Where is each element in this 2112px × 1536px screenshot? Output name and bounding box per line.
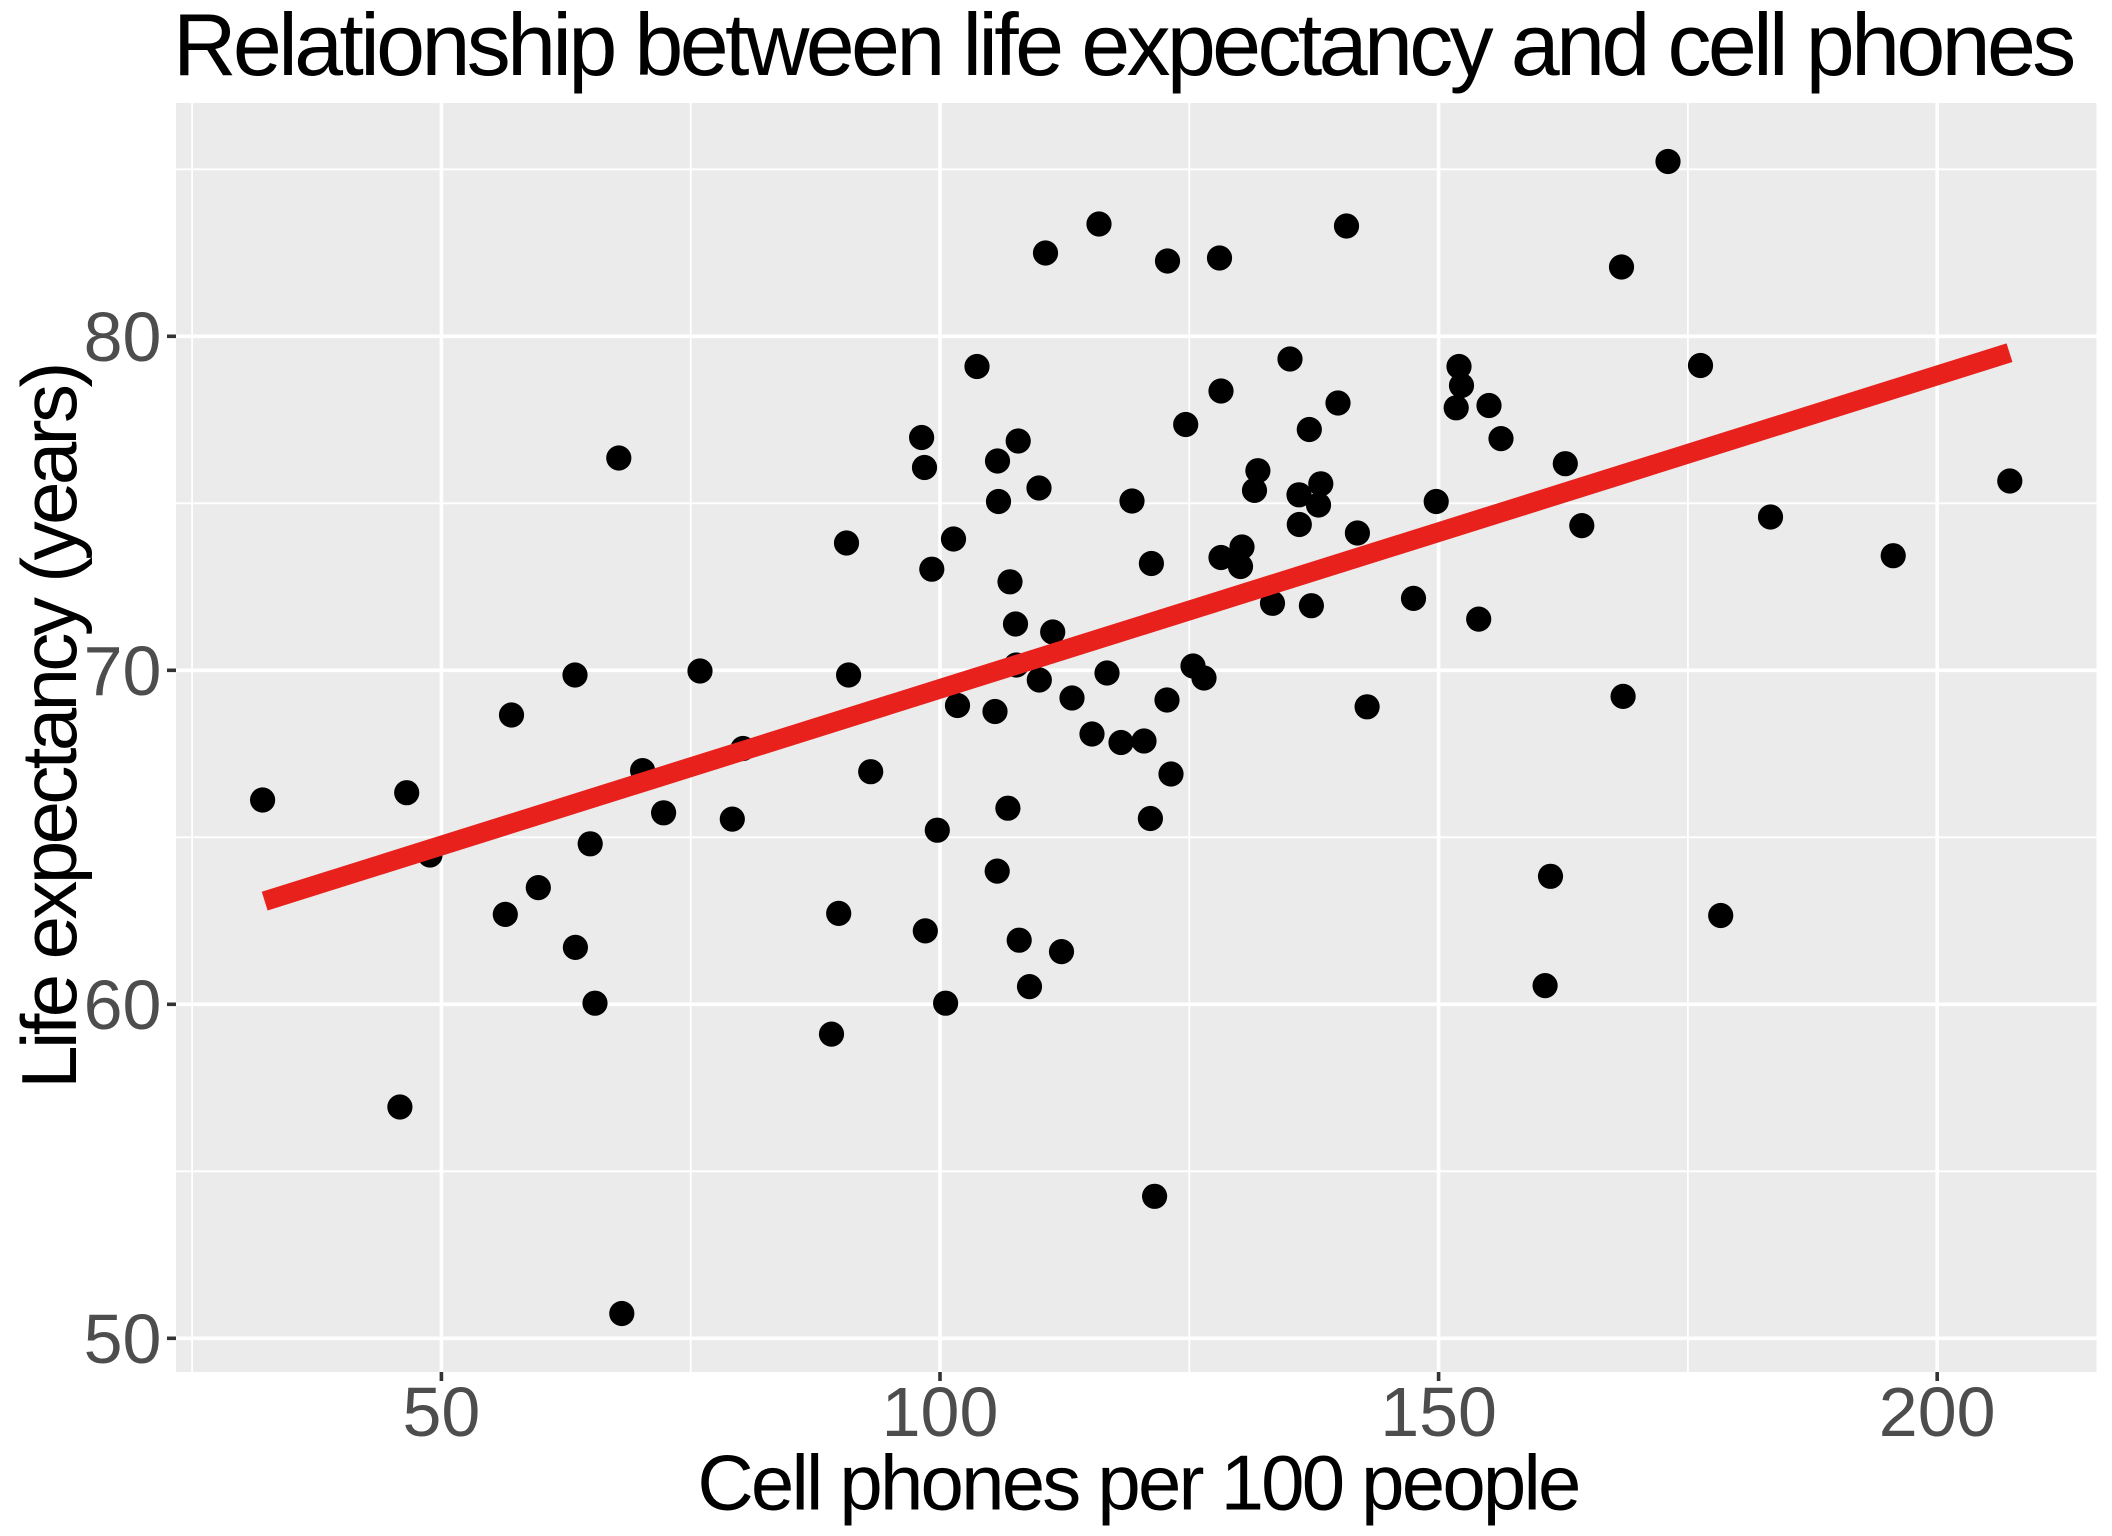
svg-text:Cell phones per 100 people: Cell phones per 100 people (697, 1439, 1578, 1527)
svg-text:100: 100 (882, 1373, 999, 1451)
svg-text:80: 80 (84, 298, 162, 376)
svg-text:150: 150 (1380, 1373, 1497, 1451)
svg-text:70: 70 (84, 632, 162, 710)
svg-text:Relationship between life expe: Relationship between life expectancy and… (173, 0, 2073, 94)
svg-text:200: 200 (1879, 1373, 1996, 1451)
svg-text:50: 50 (402, 1373, 480, 1451)
svg-text:60: 60 (84, 966, 162, 1044)
svg-text:50: 50 (84, 1300, 162, 1378)
svg-text:Life expectancy (years): Life expectancy (years) (5, 365, 93, 1089)
